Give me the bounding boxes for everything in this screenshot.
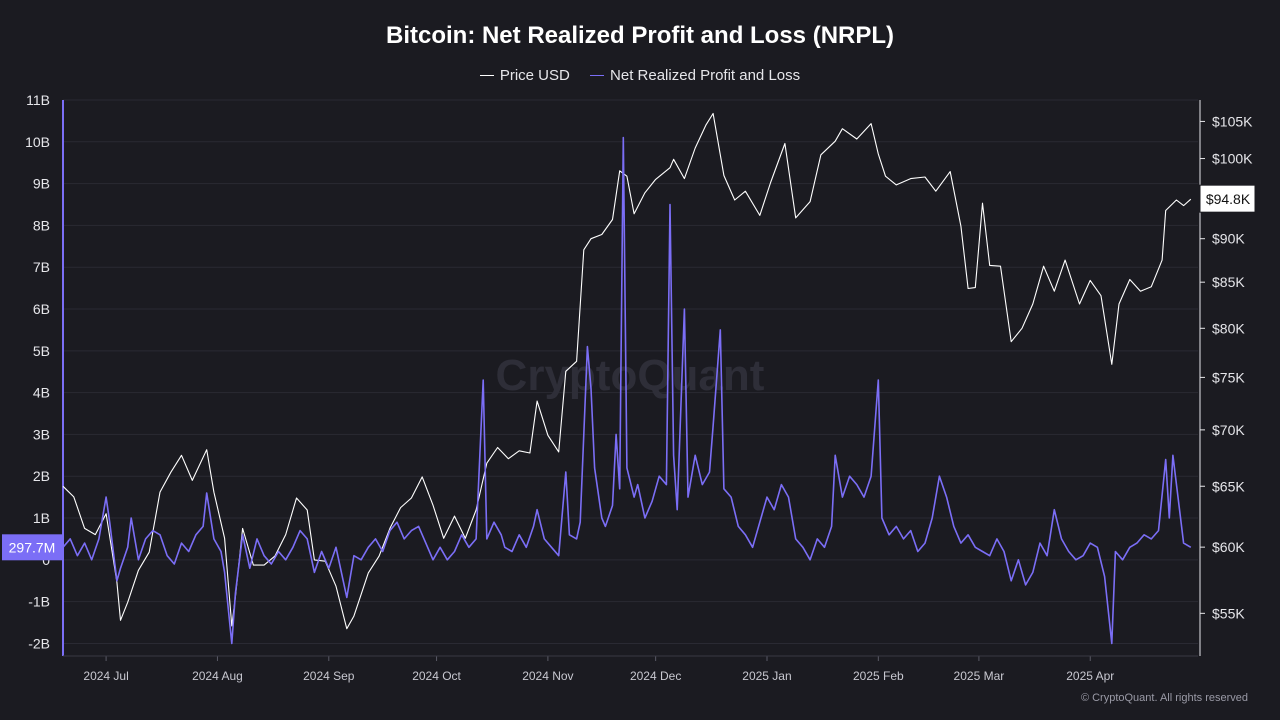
y-left-tick-label: 8B bbox=[33, 217, 50, 233]
legend-swatch-nrpl bbox=[590, 74, 605, 76]
y-left-tick-label: 9B bbox=[33, 176, 50, 192]
legend-label-nrpl: Net Realized Profit and Loss bbox=[610, 66, 801, 84]
x-tick-label: 2024 Oct bbox=[412, 669, 461, 683]
y-right-tick-label: $80K bbox=[1212, 320, 1245, 336]
y-right-tick-label: $70K bbox=[1212, 422, 1245, 438]
y-right-tick-label: $75K bbox=[1212, 369, 1245, 385]
y-left-tick-label: 6B bbox=[33, 301, 50, 317]
y-left-tick-label: 2B bbox=[33, 468, 50, 484]
y-left-tick-label: 11B bbox=[26, 92, 50, 108]
x-tick-label: 2025 Mar bbox=[954, 669, 1005, 683]
y-left-tick-label: 3B bbox=[33, 426, 50, 442]
y-left-tick-label: 4B bbox=[33, 385, 50, 401]
x-tick-label: 2024 Jul bbox=[83, 669, 128, 683]
x-tick-label: 2024 Nov bbox=[522, 669, 573, 683]
watermark: CryptoQuant bbox=[496, 351, 765, 400]
x-tick-label: 2024 Aug bbox=[192, 669, 243, 683]
y-left-tick-label: -2B bbox=[28, 635, 50, 651]
y-right-tick-label: $85K bbox=[1212, 274, 1245, 290]
y-left-tick-label: 10B bbox=[25, 134, 50, 150]
x-tick-label: 2025 Apr bbox=[1066, 669, 1114, 683]
y-right-tick-label: $55K bbox=[1212, 605, 1245, 621]
price-last-value-label: $94.8K bbox=[1206, 191, 1251, 207]
x-tick-label: 2025 Jan bbox=[742, 669, 791, 683]
legend-swatch-price bbox=[479, 74, 494, 76]
y-right-tick-label: $100K bbox=[1212, 151, 1253, 167]
y-right-tick-label: $90K bbox=[1212, 231, 1245, 247]
legend-label-price: Price USD bbox=[499, 66, 570, 84]
nrpl-last-value-label: 297.7M bbox=[9, 539, 56, 555]
x-tick-label: 2024 Sep bbox=[303, 669, 355, 683]
nrpl-line bbox=[62, 136, 1192, 645]
price-last-value-badge bbox=[1199, 184, 1256, 213]
chart-legend: Price USD Net Realized Profit and Loss bbox=[0, 63, 1280, 84]
x-tick-label: 2024 Dec bbox=[630, 669, 681, 683]
y-left-tick-label: 5B bbox=[33, 343, 50, 359]
y-left-tick-label: -1B bbox=[28, 594, 50, 610]
nrpl-last-value-badge bbox=[2, 534, 63, 561]
legend-item-nrpl[interactable]: Net Realized Profit and Loss bbox=[590, 67, 800, 84]
chart-title: Bitcoin: Net Realized Profit and Loss (N… bbox=[385, 22, 895, 49]
y-left-tick-label: 1B bbox=[33, 510, 50, 526]
copyright-footer: © CryptoQuant. All rights reserved bbox=[1080, 692, 1248, 704]
y-right-tick-label: $65K bbox=[1212, 478, 1245, 494]
legend-item-price[interactable]: Price USD bbox=[479, 66, 570, 84]
y-right-tick-label: $105K bbox=[1212, 113, 1253, 129]
x-tick-label: 2025 Feb bbox=[853, 669, 904, 683]
y-right-tick-label: $60K bbox=[1212, 539, 1245, 555]
y-left-tick-label: 7B bbox=[33, 259, 50, 275]
